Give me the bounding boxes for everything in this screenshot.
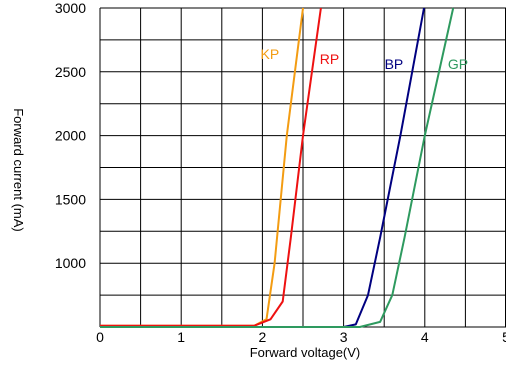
y-tick-label: 2500 <box>55 64 86 80</box>
x-tick-label: 5 <box>502 329 506 345</box>
x-axis-label: Forward voltage(V) <box>250 345 361 360</box>
x-tick-label: 4 <box>421 329 429 345</box>
x-tick-label: 1 <box>177 329 185 345</box>
y-tick-label: 1000 <box>55 255 86 271</box>
y-tick-label: 1500 <box>55 191 86 207</box>
series-label-bp: BP <box>385 56 404 72</box>
x-tick-label: 2 <box>259 329 267 345</box>
series-line-rp <box>100 7 322 327</box>
y-tick-label: 3000 <box>55 0 86 16</box>
series-label-layer: KP RP BP GP <box>261 46 469 72</box>
tick-layer: 0 1 2 3 4 5 1000 1500 2000 2500 3000 <box>55 0 506 345</box>
series-label-rp: RP <box>320 51 339 67</box>
x-tick-label: 3 <box>340 329 348 345</box>
series-label-gp: GP <box>448 56 468 72</box>
grid <box>99 7 506 328</box>
y-tick-label: 2000 <box>55 128 86 144</box>
x-tick-label: 0 <box>96 329 104 345</box>
series-label-kp: KP <box>261 46 280 62</box>
series-line-gp <box>100 7 455 328</box>
y-axis-label: Forward current (mA) <box>11 108 26 232</box>
series-layer <box>100 7 455 328</box>
